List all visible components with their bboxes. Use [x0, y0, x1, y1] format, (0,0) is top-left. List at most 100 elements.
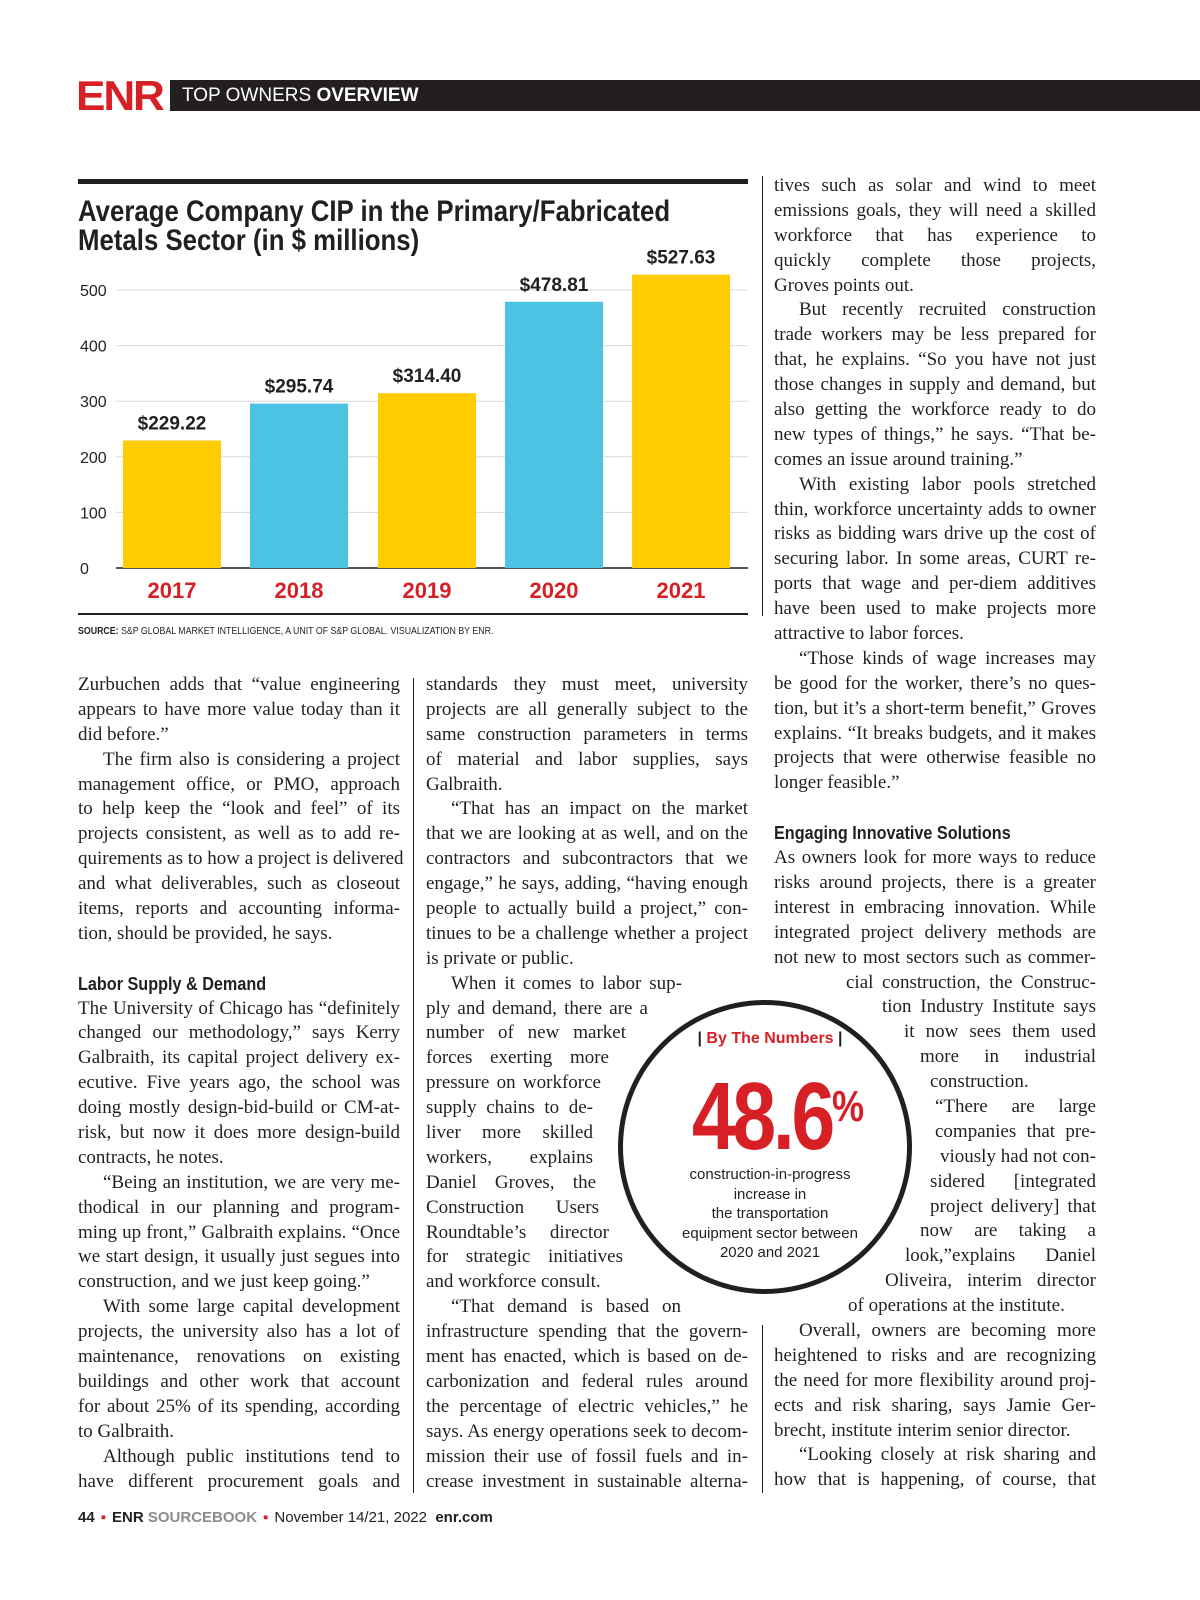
source-text: S&P GLOBAL MARKET INTELLIGENCE, A UNIT O…	[121, 626, 494, 637]
text-line: more in industrial	[920, 1046, 1096, 1068]
text-line: those changes in supply and demand, but	[774, 374, 1096, 396]
text-line: contractors and subcontractors that we	[426, 848, 748, 870]
text-line: With some large capital development	[103, 1296, 400, 1318]
text-line: workers, explains	[426, 1146, 593, 1168]
text-line: Daniel Groves, the	[426, 1171, 596, 1193]
text-line: have different procurement goals and	[78, 1470, 400, 1492]
separator-icon: ▪	[263, 1509, 269, 1526]
text-line: “Being an institution, we are very me-	[103, 1171, 400, 1193]
text-line: new types of things,” he says. “That be-	[774, 423, 1096, 445]
text-line: ment has enacted, which is based on de-	[426, 1346, 748, 1368]
value-label: $295.74	[265, 377, 334, 398]
chart-source: SOURCE: S&P GLOBAL MARKET INTELLIGENCE, …	[78, 626, 493, 637]
text-line: the percentage of electric vehicles,” he	[426, 1395, 748, 1417]
text-line: “That demand is based on	[451, 1296, 681, 1318]
column-divider	[762, 176, 763, 616]
section-title-light: TOP OWNERS	[182, 85, 312, 106]
text-line: liver more skilled	[426, 1122, 593, 1144]
text-line: number of new market	[426, 1022, 626, 1044]
text-line: companies that pre-	[935, 1120, 1096, 1142]
callout-label-text: By The Numbers	[706, 1030, 834, 1047]
x-category-label: 2021	[657, 578, 706, 603]
chart-title-line: Metals Sector (in $ millions)	[78, 224, 420, 257]
section-title-bold: OVERVIEW	[316, 85, 419, 106]
text-line: risks around projects, there is a greate…	[774, 871, 1096, 893]
article-column-2: standards they must meet, university proj…	[426, 673, 748, 1494]
text-line: did before.”	[78, 723, 169, 745]
text-line: “Those kinds of wage increases may	[799, 647, 1096, 669]
text-line: items, reports and accounting informa-	[78, 898, 400, 920]
text-line: management office, or PMO, approach	[78, 773, 400, 795]
text-line: have been used to make projects more	[774, 598, 1096, 620]
text-line: look,”explains Daniel	[905, 1245, 1096, 1267]
text-line: tion Industry Institute says	[882, 996, 1096, 1018]
text-line: how that is happening, of course, that	[774, 1469, 1096, 1491]
callout-pipe: |	[838, 1030, 843, 1047]
enr-logo: ENR	[76, 72, 165, 119]
x-category-label: 2019	[403, 578, 452, 603]
text-line: projects are all generally subject to th…	[426, 698, 748, 720]
text-line: Roundtable’s director	[426, 1221, 609, 1243]
caption-line: increase in	[733, 1185, 807, 1203]
callout-percent: %	[832, 1082, 865, 1131]
callout-number: 48.6%	[671, 1057, 884, 1167]
text-line: supply chains to de-	[426, 1097, 593, 1119]
text-line: of operations at the institute.	[848, 1295, 1065, 1317]
separator-icon: ▪	[100, 1509, 107, 1526]
footer-brand: ENR	[112, 1509, 144, 1526]
text-line: ports that wage and per-diem additives	[774, 573, 1096, 595]
text-line: quirements as to how a project is delive…	[78, 848, 404, 870]
text-line: comes an issue around training.”	[774, 448, 1023, 470]
bar-2020	[505, 301, 603, 568]
text-line: for about 25% of its spending, according	[78, 1395, 400, 1417]
article-column-3: tives such as solar and wind to meet emis…	[774, 174, 1096, 1493]
text-line: we start design, it usually just segues …	[78, 1246, 400, 1268]
text-line: now are taking a	[920, 1220, 1096, 1242]
text-line: Overall, owners are becoming more	[799, 1319, 1096, 1341]
y-tick-label: 500	[80, 283, 107, 300]
text-line: contracts, he notes.	[78, 1146, 224, 1168]
y-tick-label: 100	[80, 505, 107, 522]
text-line: that, he explains. “So you have not just	[774, 349, 1096, 371]
bar-2021	[632, 274, 730, 568]
text-line: to Galbraith.	[78, 1420, 175, 1442]
text-line: risk, but now it does more design-build	[78, 1122, 400, 1144]
column-divider	[413, 678, 414, 1493]
text-line: construction.	[930, 1071, 1029, 1093]
text-line: appears to have more value today than it	[78, 698, 400, 720]
text-line: be good for the worker, there’s no ques-	[774, 672, 1096, 694]
text-line: that we are looking at as well, and on t…	[426, 823, 748, 845]
text-line: The University of Chicago has “definitel…	[78, 997, 400, 1019]
text-line: ecutive. Five years ago, the school was	[78, 1072, 400, 1094]
value-label: $527.63	[647, 248, 716, 269]
text-line: heightened to risks and are recognizing	[774, 1344, 1096, 1366]
text-line: interest in embracing innovation. While	[774, 896, 1096, 918]
text-line: doing mostly design-bid-build or CM-at-	[78, 1097, 400, 1119]
section-header-bar: TOP OWNERS OVERVIEW	[170, 80, 1200, 111]
footer-site[interactable]: enr.com	[435, 1509, 493, 1526]
text-line: same construction parameters in terms	[426, 723, 748, 745]
page-number: 44	[78, 1509, 95, 1526]
text-line: sidered [integrated	[930, 1170, 1096, 1192]
bar-2017	[123, 440, 221, 568]
text-line: Construction Users	[426, 1196, 599, 1218]
bar-2018	[250, 403, 348, 568]
caption-line: the transportation	[711, 1205, 829, 1222]
source-label: SOURCE:	[78, 626, 119, 637]
text-line: the need for more flexibility around pro…	[774, 1369, 1096, 1391]
text-line: The firm also is considering a project	[103, 748, 400, 770]
text-line: tion, but it’s a short-term benefit,” Gr…	[774, 697, 1096, 719]
text-line: projects that were otherwise feasible no	[774, 747, 1096, 769]
text-line: infrastructure spending that the govern-	[426, 1321, 748, 1343]
caption-line: equipment sector between	[682, 1224, 858, 1242]
text-line: Oliveira, interim director	[885, 1270, 1096, 1292]
text-line: mission their use of fossil fuels and in…	[426, 1445, 748, 1467]
text-line: construction, and we just keep going.”	[78, 1271, 370, 1293]
text-line: ply and demand, there are a	[426, 997, 648, 1019]
text-line: forces exerting more	[426, 1047, 609, 1069]
text-line: for strategic initiatives	[426, 1246, 623, 1268]
chart-title-line: Average Company CIP in the Primary/Fabri…	[78, 195, 671, 228]
text-line: viously had not con-	[940, 1145, 1096, 1167]
text-line: projects, the university also has a lot …	[78, 1321, 400, 1343]
text-line: project delivery] that	[930, 1195, 1096, 1217]
